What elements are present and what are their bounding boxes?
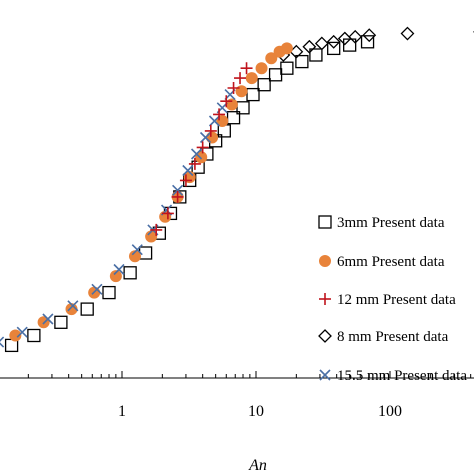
data-point	[0, 336, 5, 348]
legend-marker-3mm	[318, 215, 332, 229]
data-point	[113, 263, 125, 276]
series-12-mm-present-data	[150, 62, 253, 236]
data-point	[225, 98, 238, 111]
data-point	[9, 329, 22, 342]
x-tick-label: 10	[248, 403, 264, 420]
data-point	[195, 151, 208, 164]
legend-marker-8mm	[318, 329, 332, 343]
legend-marker-12mm	[319, 293, 331, 305]
series-3mm-present-data	[4, 35, 375, 353]
data-point	[360, 35, 375, 49]
data-point	[128, 250, 141, 263]
data-point	[362, 28, 377, 43]
data-point	[179, 174, 192, 187]
data-point	[16, 326, 28, 338]
data-point	[190, 148, 203, 160]
legend-marker-6mm	[319, 255, 331, 267]
data-point	[196, 141, 209, 154]
data-point	[42, 313, 54, 325]
data-point	[240, 62, 253, 75]
x-tick-label: 100	[378, 403, 402, 420]
data-point	[182, 164, 194, 177]
x-tick-label: 1	[118, 403, 126, 420]
data-point	[280, 42, 293, 55]
data-point	[150, 223, 163, 236]
data-point	[348, 29, 363, 44]
data-point	[171, 190, 184, 203]
data-point	[131, 244, 143, 256]
data-point	[236, 101, 250, 115]
data-point	[400, 26, 415, 41]
data-point	[220, 95, 233, 108]
data-point	[257, 78, 271, 92]
data-point	[309, 48, 323, 62]
x-axis-label: An	[248, 457, 267, 474]
data-point	[245, 72, 258, 85]
data-point	[204, 124, 217, 137]
legend-label-6mm: 6mm Present data	[337, 254, 445, 270]
data-point	[268, 68, 283, 82]
data-point	[226, 111, 241, 125]
series-6mm-present-data	[9, 42, 293, 342]
data-point	[102, 285, 116, 300]
data-point	[295, 54, 309, 69]
data-point	[280, 61, 294, 75]
legend-label-3mm: 3mm Present data	[337, 215, 445, 231]
data-point	[327, 41, 341, 56]
legend-label-15mm: 15.5 mm Present data	[337, 368, 467, 384]
data-point	[80, 302, 94, 316]
data-point	[123, 266, 137, 280]
data-point	[234, 72, 247, 85]
data-point	[302, 39, 317, 54]
data-point	[65, 303, 78, 316]
legend-marker-15mm	[319, 369, 331, 381]
legend-label-12mm: 12 mm Present data	[337, 292, 456, 308]
data-point	[67, 300, 79, 312]
data-point	[227, 82, 240, 94]
data-point	[54, 315, 68, 329]
data-point	[208, 115, 221, 127]
data-point	[206, 131, 219, 144]
legend-label-8mm: 8 mm Present data	[337, 329, 449, 345]
data-point	[188, 157, 201, 170]
data-point	[199, 131, 212, 144]
data-point	[172, 184, 184, 196]
data-point	[255, 62, 268, 75]
data-point	[145, 230, 158, 243]
data-point	[91, 283, 103, 295]
data-point	[161, 207, 174, 220]
data-point	[265, 52, 278, 65]
data-point	[326, 34, 341, 49]
data-point	[27, 328, 41, 343]
data-point	[109, 270, 122, 283]
series-15-5-mm-present-data	[0, 89, 236, 348]
data-point	[235, 85, 248, 98]
data-points	[0, 26, 474, 353]
legend: 3mm Present data 6mm Present data 12 mm …	[318, 215, 467, 384]
x-ticks: 1 10 100	[27, 371, 472, 420]
data-point	[246, 87, 260, 102]
data-point	[314, 36, 329, 51]
data-point	[213, 108, 226, 121]
